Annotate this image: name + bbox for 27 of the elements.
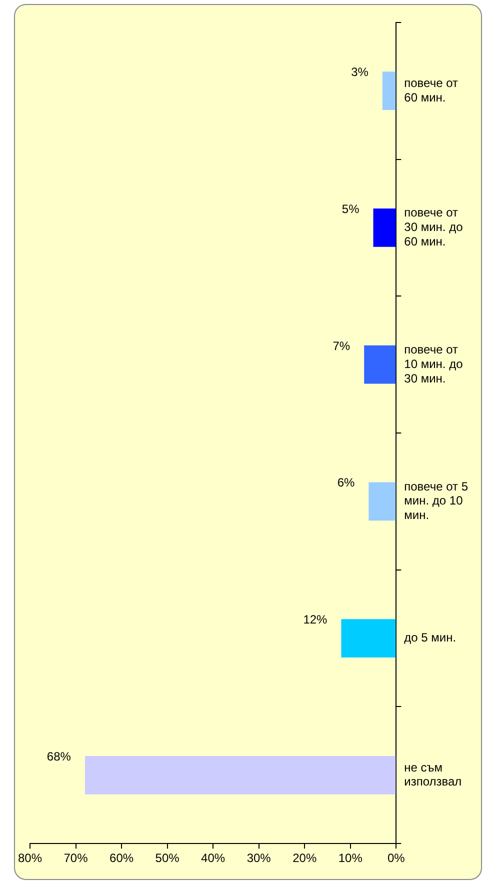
x-tick-label: 80% xyxy=(18,851,42,866)
x-tick-label: 10% xyxy=(338,851,363,866)
y-tick-label: до 5 мин. xyxy=(404,630,456,645)
x-tick-label: 60% xyxy=(110,851,134,866)
x-tick-label: 70% xyxy=(64,851,88,866)
bar xyxy=(382,72,396,110)
data-label: 7% xyxy=(332,338,350,353)
x-tick-label: 30% xyxy=(246,851,272,866)
y-tick-label: повече от 60 мин. xyxy=(404,76,458,104)
data-label: 3% xyxy=(351,65,369,80)
data-label: 68% xyxy=(46,749,72,764)
x-tick-label: 50% xyxy=(155,851,180,866)
x-tick-label: 0% xyxy=(387,851,406,866)
y-tick-label: повече от 30 мин. до 60 мин. xyxy=(404,206,464,248)
bar xyxy=(373,208,396,247)
bar xyxy=(341,619,396,658)
bar xyxy=(368,482,396,521)
y-tick-label: повече от 10 мин. до 30 мин. xyxy=(404,342,464,386)
bar xyxy=(364,345,396,384)
bar xyxy=(84,756,396,794)
x-tick-label: 40% xyxy=(201,851,226,866)
data-label: 6% xyxy=(337,476,356,490)
y-tick-label: не съм използвал xyxy=(404,760,462,789)
data-label: 5% xyxy=(342,202,360,216)
y-tick-label: повече от 5 мин. до 10 мин. xyxy=(404,479,468,522)
x-tick-label: 20% xyxy=(292,851,317,866)
data-label: 12% xyxy=(303,612,328,627)
